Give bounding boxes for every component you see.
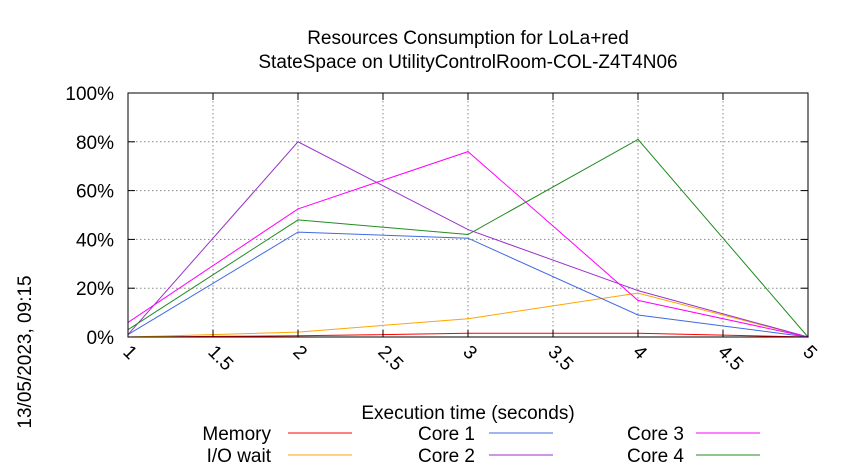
x-tick-label: 4.5	[713, 342, 747, 376]
x-tick-label: 5	[798, 342, 820, 364]
data-point-core-4	[637, 138, 639, 140]
y-tick-label: 20%	[76, 279, 114, 300]
data-point-core-3	[297, 208, 299, 210]
legend-label-core-3: Core 3	[627, 424, 684, 445]
data-point-i-o-wait	[467, 318, 469, 320]
y-tick-label: 80%	[76, 133, 114, 154]
chart-title-line-1: Resources Consumption for LoLa+red	[307, 28, 629, 49]
y-tick-label: 60%	[76, 182, 114, 203]
legend-label-core-1: Core 1	[418, 424, 475, 445]
timestamp-label: 13/05/2023, 09:15	[15, 275, 36, 428]
data-point-core-3	[467, 150, 469, 153]
legend-label-core-4: Core 4	[627, 446, 684, 467]
chart-title-line-2: StateSpace on UtilityControlRoom-COL-Z4T…	[258, 52, 677, 73]
x-tick-label: 4	[628, 342, 651, 365]
chart-title: Resources Consumption for LoLa+red State…	[258, 28, 677, 73]
data-point-core-2	[467, 229, 469, 231]
data-point-core-1	[297, 231, 299, 233]
x-tick-label: 3.5	[543, 342, 577, 376]
data-point-core-2	[297, 141, 299, 143]
x-tick-label: 2	[288, 342, 310, 364]
legend-label-memory: Memory	[202, 424, 271, 445]
data-point-core-1	[637, 314, 639, 316]
series-lines	[127, 138, 809, 338]
x-tick-label: 3	[458, 342, 480, 364]
data-point-i-o-wait	[637, 292, 639, 294]
data-point-core-4	[467, 233, 469, 236]
x-axis-label: Execution time (seconds)	[361, 403, 574, 424]
y-tick-label: 100%	[65, 84, 114, 105]
data-point-core-1	[467, 237, 469, 239]
x-tick-label: 2.5	[373, 342, 407, 376]
grid-lines	[127, 92, 809, 338]
y-tick-label: 40%	[76, 230, 114, 251]
y-axis-ticks: 0% 20% 40% 60% 80% 100%	[65, 84, 808, 349]
x-tick-label: 1	[118, 342, 140, 364]
legend-label-core-2: Core 2	[418, 446, 475, 467]
x-tick-label: 1.5	[203, 342, 237, 376]
data-point-core-4	[297, 219, 299, 221]
data-point-core-2	[637, 290, 639, 292]
data-point-core-3	[637, 299, 639, 301]
legend-label-i-o-wait: I/O wait	[207, 446, 272, 467]
y-tick-label: 0%	[87, 328, 115, 349]
